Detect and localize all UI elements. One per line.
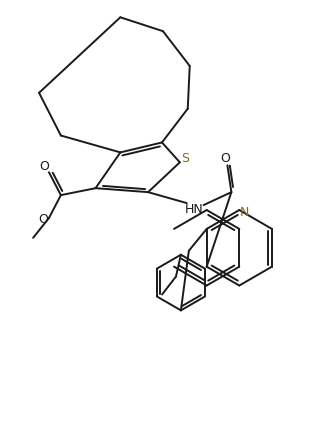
Text: O: O bbox=[39, 160, 49, 173]
Text: N: N bbox=[240, 205, 249, 218]
Text: O: O bbox=[38, 214, 48, 227]
Text: O: O bbox=[220, 152, 230, 165]
Text: HN: HN bbox=[184, 202, 203, 215]
Text: S: S bbox=[181, 152, 189, 165]
